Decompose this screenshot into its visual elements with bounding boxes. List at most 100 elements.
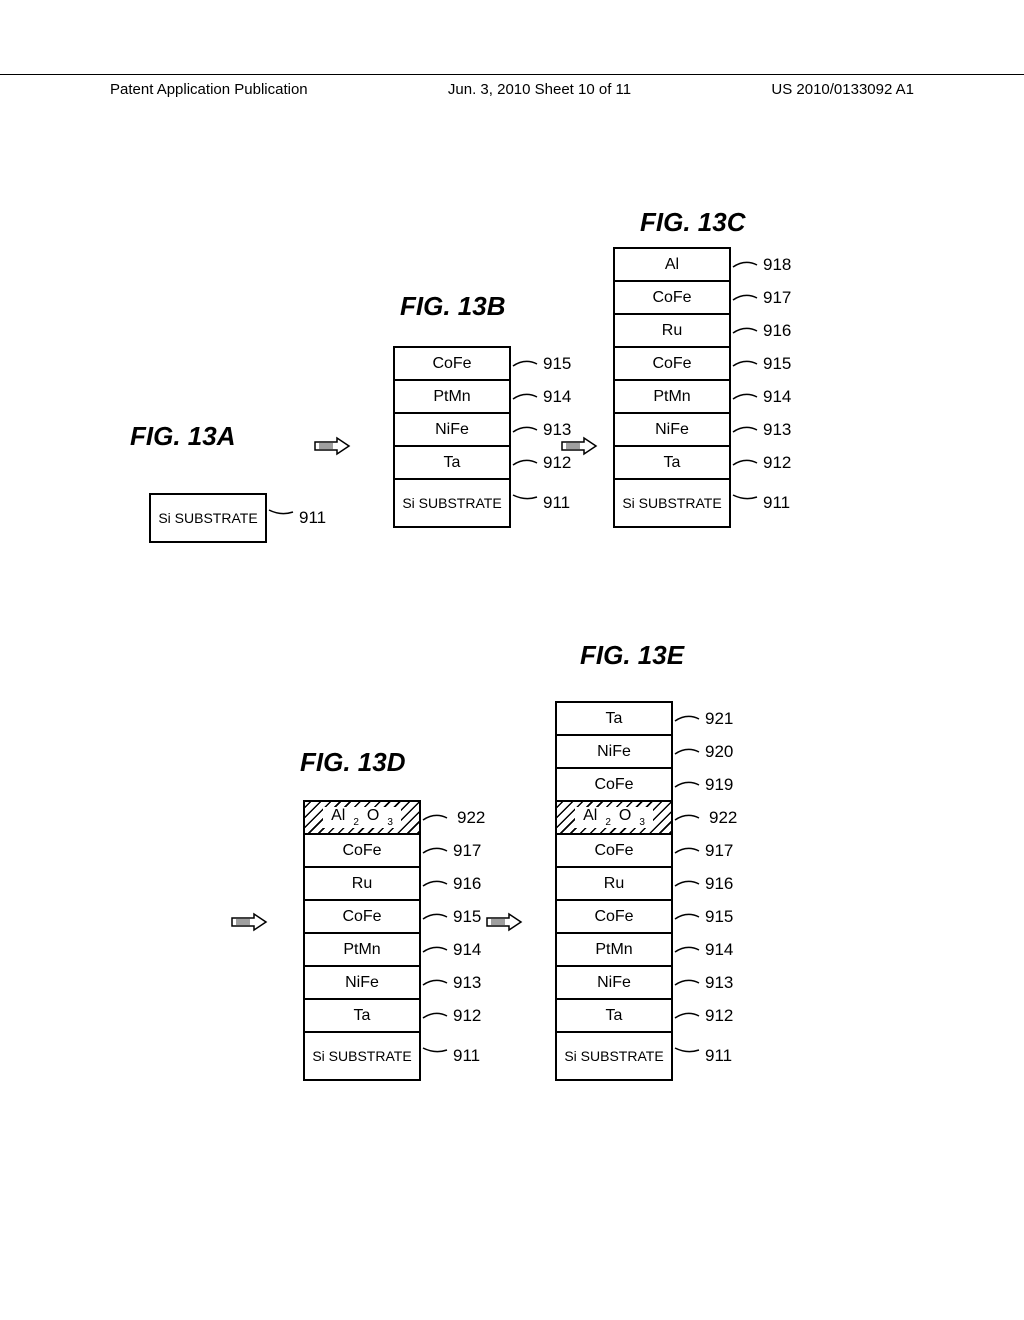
layer-ru: Ru 916: [613, 313, 731, 348]
fig-13c-title: FIG. 13C: [640, 207, 745, 238]
label-912: 912: [419, 1006, 481, 1026]
label-915: 915: [729, 354, 791, 374]
num-917: 917: [763, 288, 791, 308]
leader-line-icon: [511, 420, 539, 440]
leader-line-icon: [421, 1046, 449, 1066]
layer-text: Ru: [352, 875, 372, 893]
layer-al2o3: Al2O3 922: [303, 800, 421, 835]
header-left: Patent Application Publication: [110, 81, 308, 98]
process-arrow-icon: [485, 912, 523, 937]
layer-al2o3-text: Al2O3: [575, 807, 653, 827]
label-913: 913: [671, 973, 733, 993]
label-919: 919: [671, 775, 733, 795]
layer-ptmn: PtMn 914: [613, 379, 731, 414]
num-911: 911: [543, 493, 570, 513]
leader-line-icon: [421, 874, 449, 894]
layer-al: Al 918: [613, 247, 731, 282]
layer-ta: Ta 912: [555, 998, 673, 1033]
header-center: Jun. 3, 2010 Sheet 10 of 11: [448, 81, 631, 98]
page-header: Patent Application Publication Jun. 3, 2…: [0, 74, 1024, 98]
stack-13b: CoFe 915 PtMn 914 NiFe 913 Ta 912 Si SUB…: [393, 346, 511, 528]
label-914: 914: [509, 387, 571, 407]
layer-si: Si SUBSTRATE 911: [613, 478, 731, 528]
leader-line-icon: [421, 1006, 449, 1026]
label-911: 911: [419, 1046, 480, 1066]
layer-text: Si SUBSTRATE: [402, 495, 501, 511]
num-919: 919: [705, 775, 733, 795]
layer-al2o3: Al2O3 922: [555, 800, 673, 835]
layer-text: PtMn: [343, 941, 380, 959]
process-arrow-icon: [560, 436, 598, 461]
layer-text: CoFe: [432, 355, 471, 373]
num-916: 916: [453, 874, 481, 894]
leader-line-icon: [731, 420, 759, 440]
layer-si: Si SUBSTRATE 911: [303, 1031, 421, 1081]
leader-line-icon: [673, 940, 701, 960]
leader-line-icon: [673, 874, 701, 894]
num-911: 911: [705, 1046, 732, 1066]
layer-text: NiFe: [345, 974, 379, 992]
label-921: 921: [671, 709, 733, 729]
label-913: 913: [729, 420, 791, 440]
leader-line-icon: [731, 453, 759, 473]
leader-line-icon: [731, 288, 759, 308]
layer-text: CoFe: [342, 842, 381, 860]
leader-line-icon: [511, 354, 539, 374]
leader-line-icon: [421, 808, 449, 828]
num-916: 916: [705, 874, 733, 894]
header-row: Patent Application Publication Jun. 3, 2…: [0, 81, 1024, 98]
leader-line-icon: [731, 255, 759, 275]
layer-si: Si SUBSTRATE 911: [555, 1031, 673, 1081]
layer-ru: Ru 916: [555, 866, 673, 901]
layer-text: NiFe: [597, 743, 631, 761]
leader-line-icon: [673, 742, 701, 762]
leader-line-icon: [731, 354, 759, 374]
layer-nife: NiFe 913: [393, 412, 511, 447]
header-right: US 2010/0133092 A1: [771, 81, 914, 98]
fig-13a-title: FIG. 13A: [130, 421, 235, 452]
label-915: 915: [509, 354, 571, 374]
layer-text: CoFe: [652, 289, 691, 307]
label-912: 912: [729, 453, 791, 473]
leader-line-icon: [421, 841, 449, 861]
layer-text: Ta: [444, 454, 461, 472]
leader-line-icon: [673, 775, 701, 795]
layer-cofe: CoFe 917: [303, 833, 421, 868]
label-920: 920: [671, 742, 733, 762]
label-912: 912: [671, 1006, 733, 1026]
fig-13b-title: FIG. 13B: [400, 291, 505, 322]
layer-text: Ru: [662, 322, 682, 340]
stack-13a: Si SUBSTRATE 911: [149, 493, 267, 543]
layer-ptmn: PtMn 914: [555, 932, 673, 967]
label-917: 917: [419, 841, 481, 861]
leader-line-icon: [421, 973, 449, 993]
num-920: 920: [705, 742, 733, 762]
num-922: 922: [705, 808, 741, 828]
fig-13d-title: FIG. 13D: [300, 747, 405, 778]
layer-text: NiFe: [435, 421, 469, 439]
num-914: 914: [543, 387, 571, 407]
label-914: 914: [729, 387, 791, 407]
layer-text: CoFe: [652, 355, 691, 373]
num-915: 915: [543, 354, 571, 374]
num-915: 915: [453, 907, 481, 927]
leader-line-icon: [731, 387, 759, 407]
layer-text: CoFe: [594, 776, 633, 794]
layer-text: PtMn: [433, 388, 470, 406]
layer-text: NiFe: [655, 421, 689, 439]
num-912: 912: [705, 1006, 733, 1026]
leader-line-icon: [511, 387, 539, 407]
layer-text: Ru: [604, 875, 624, 893]
label-913: 913: [419, 973, 481, 993]
num-912: 912: [453, 1006, 481, 1026]
layer-text: Al: [665, 256, 679, 274]
layer-ru: Ru 916: [303, 866, 421, 901]
leader-line-icon: [673, 1006, 701, 1026]
layer-nife: NiFe 913: [613, 412, 731, 447]
label-922: 922: [419, 808, 489, 828]
leader-line-icon: [421, 940, 449, 960]
layer-cofe: CoFe 917: [555, 833, 673, 868]
leader-line-icon: [673, 973, 701, 993]
num-912: 912: [763, 453, 791, 473]
layer-text: Ta: [606, 710, 623, 728]
